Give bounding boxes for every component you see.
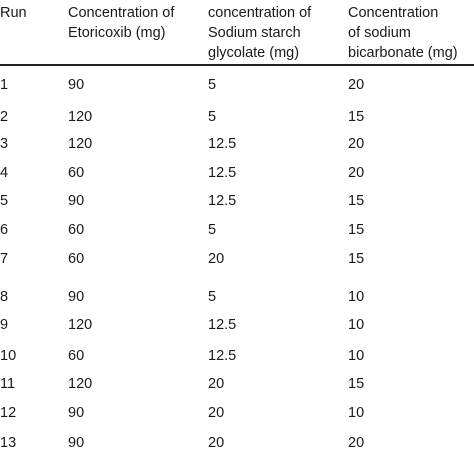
cell-etoricoxib: 90 xyxy=(68,77,85,93)
cell-etoricoxib: 120 xyxy=(68,317,93,333)
table-row: 12 90 20 10 xyxy=(0,403,474,423)
cell-sodium-bicarbonate: 20 xyxy=(348,136,365,152)
table-row: 5 90 12.5 15 xyxy=(0,191,474,211)
cell-sodium-starch-glycolate: 5 xyxy=(208,109,217,125)
cell-run: 6 xyxy=(0,222,9,238)
cell-run: 11 xyxy=(0,376,16,392)
cell-etoricoxib: 90 xyxy=(68,289,85,305)
cell-etoricoxib: 90 xyxy=(68,435,85,451)
cell-sodium-starch-glycolate: 20 xyxy=(208,251,225,267)
header-etoricoxib: Concentration of Etoricoxib (mg) xyxy=(68,3,174,43)
table-row: 1 90 5 20 xyxy=(0,75,474,95)
cell-sodium-bicarbonate: 10 xyxy=(348,317,365,333)
table-row: 6 60 5 15 xyxy=(0,220,474,240)
header-ssg-line-1: concentration of xyxy=(208,5,312,21)
header-sodium-bicarbonate: Concentration of sodium bicarbonate (mg) xyxy=(348,3,458,63)
header-ssg-line-2: Sodium starch xyxy=(208,25,301,41)
cell-sodium-starch-glycolate: 20 xyxy=(208,376,225,392)
cell-sodium-bicarbonate: 10 xyxy=(348,289,365,305)
cell-sodium-bicarbonate: 15 xyxy=(348,193,365,209)
table-row: 9 120 12.5 10 xyxy=(0,315,474,335)
cell-run: 3 xyxy=(0,136,9,152)
cell-sodium-starch-glycolate: 12.5 xyxy=(208,317,237,333)
cell-run: 12 xyxy=(0,405,17,421)
cell-sodium-bicarbonate: 15 xyxy=(348,376,365,392)
table-row: 8 90 5 10 xyxy=(0,287,474,307)
cell-run: 7 xyxy=(0,251,9,267)
cell-run: 2 xyxy=(0,109,9,125)
cell-sodium-bicarbonate: 20 xyxy=(348,165,365,181)
cell-run: 8 xyxy=(0,289,9,305)
cell-sodium-bicarbonate: 10 xyxy=(348,348,365,364)
cell-sodium-bicarbonate: 10 xyxy=(348,405,365,421)
cell-etoricoxib: 60 xyxy=(68,222,85,238)
header-run: Run xyxy=(0,3,27,23)
cell-run: 9 xyxy=(0,317,9,333)
header-ssg-line-3: glycolate (mg) xyxy=(208,45,300,61)
header-rule xyxy=(0,64,474,66)
cell-sodium-starch-glycolate: 20 xyxy=(208,405,225,421)
cell-sodium-bicarbonate: 20 xyxy=(348,77,365,93)
cell-etoricoxib: 120 xyxy=(68,376,93,392)
cell-etoricoxib: 60 xyxy=(68,348,85,364)
header-sb-line-3: bicarbonate (mg) xyxy=(348,45,458,61)
header-sb-line-1: Concentration xyxy=(348,5,439,21)
table-row: 11 120 20 15 xyxy=(0,374,474,394)
cell-run: 5 xyxy=(0,193,9,209)
cell-etoricoxib: 120 xyxy=(68,136,93,152)
cell-etoricoxib: 60 xyxy=(68,165,85,181)
header-sb-line-2: of sodium xyxy=(348,25,411,41)
cell-sodium-starch-glycolate: 20 xyxy=(208,435,225,451)
cell-sodium-bicarbonate: 15 xyxy=(348,109,365,125)
cell-run: 4 xyxy=(0,165,9,181)
header-etoricoxib-line-1: Concentration of xyxy=(68,5,175,21)
table-row: 3 120 12.5 20 xyxy=(0,134,474,154)
cell-etoricoxib: 90 xyxy=(68,193,85,209)
cell-sodium-starch-glycolate: 5 xyxy=(208,222,217,238)
header-run-line: Run xyxy=(0,5,27,21)
table-row: 13 90 20 20 xyxy=(0,433,474,453)
cell-sodium-starch-glycolate: 12.5 xyxy=(208,136,237,152)
cell-sodium-bicarbonate: 15 xyxy=(348,251,365,267)
cell-sodium-bicarbonate: 20 xyxy=(348,435,365,451)
cell-sodium-starch-glycolate: 12.5 xyxy=(208,193,237,209)
cell-run: 13 xyxy=(0,435,17,451)
header-etoricoxib-line-2: Etoricoxib (mg) xyxy=(68,25,166,41)
cell-sodium-starch-glycolate: 5 xyxy=(208,77,217,93)
cell-etoricoxib: 60 xyxy=(68,251,85,267)
cell-etoricoxib: 120 xyxy=(68,109,93,125)
header-sodium-starch-glycolate: concentration of Sodium starch glycolate… xyxy=(208,3,311,63)
cell-run: 1 xyxy=(0,77,9,93)
cell-sodium-bicarbonate: 15 xyxy=(348,222,365,238)
table-row: 7 60 20 15 xyxy=(0,249,474,269)
cell-run: 10 xyxy=(0,348,17,364)
cell-sodium-starch-glycolate: 12.5 xyxy=(208,348,237,364)
table-row: 10 60 12.5 10 xyxy=(0,346,474,366)
cell-etoricoxib: 90 xyxy=(68,405,85,421)
table-row: 4 60 12.5 20 xyxy=(0,163,474,183)
cell-sodium-starch-glycolate: 12.5 xyxy=(208,165,237,181)
table-row: 2 120 5 15 xyxy=(0,107,474,127)
cell-sodium-starch-glycolate: 5 xyxy=(208,289,217,305)
